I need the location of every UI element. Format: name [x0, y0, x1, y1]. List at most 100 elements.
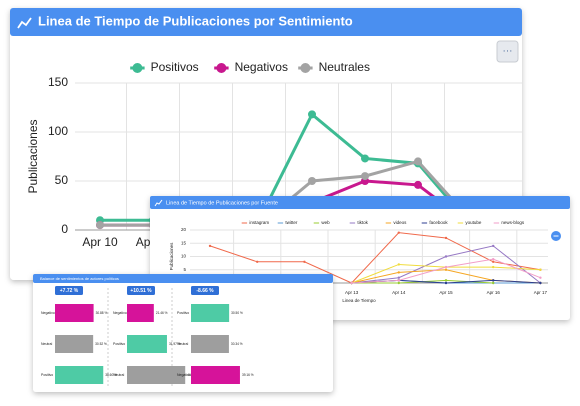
legend-label: facebook: [429, 220, 448, 225]
bar-category: Positivo: [177, 311, 189, 315]
data-point: [397, 281, 400, 285]
bar-value-label: 39.16 %: [242, 373, 254, 377]
bar: [191, 304, 230, 322]
data-point: [492, 257, 495, 261]
legend-label: twitter: [285, 220, 298, 225]
legend-swatch-dot: [216, 63, 227, 73]
panel-balance: Balance de sentimientos de actores polit…: [33, 274, 333, 392]
legend-label: web: [321, 220, 330, 225]
bar: [127, 366, 186, 384]
data-point: [414, 157, 422, 166]
data-point: [397, 263, 400, 266]
legend-label: tiktok: [357, 220, 368, 225]
bar: [127, 304, 154, 322]
bar-value-label: 31.97 %: [169, 342, 181, 346]
bar-category: Negativo: [41, 311, 55, 315]
panel-title: Linea de Tiempo de Publicaciones por Fue…: [166, 200, 278, 206]
bar: [55, 304, 94, 322]
bar-value-label: 30.52 %: [95, 342, 107, 346]
data-point: [444, 236, 448, 240]
panel-header: [10, 8, 522, 36]
legend-swatch-dot: [300, 63, 311, 73]
panel-header: [150, 196, 570, 209]
data-point: [414, 180, 422, 189]
x-tick-label: Apr 13: [345, 290, 359, 295]
panel-title: Balance de sentimientos de actores polit…: [40, 276, 119, 281]
badge: +10.51 %: [130, 288, 152, 294]
x-tick-label: Apr 17: [534, 290, 548, 295]
bar-value-label: 30.34 %: [231, 342, 243, 346]
panel-header: [33, 274, 333, 283]
data-point: [492, 279, 495, 282]
data-point: [444, 279, 448, 282]
legend-label: videos: [393, 220, 407, 225]
data-point: [492, 244, 495, 248]
data-point: [208, 244, 212, 248]
chart-icon: [154, 199, 163, 207]
data-point: [539, 281, 542, 285]
bar-value-label: 21.46 %: [156, 311, 168, 315]
data-point: [444, 265, 448, 269]
bar-category: Neutral: [177, 342, 189, 346]
data-point: [361, 154, 369, 163]
data-point: [444, 281, 448, 285]
bar-value-label: 38.60 %: [105, 373, 117, 377]
menu-dots: ···: [503, 46, 513, 57]
badge-bg: [55, 286, 83, 295]
badge-bg: [191, 286, 219, 295]
bar: [191, 366, 240, 384]
data-point: [397, 231, 400, 234]
bar: [191, 335, 229, 353]
data-point: [303, 260, 306, 263]
bar-category: Positivo: [41, 373, 53, 377]
bar: [55, 366, 104, 384]
y-tick-label: 50: [55, 173, 69, 187]
data-point: [397, 271, 400, 274]
bar: [127, 335, 167, 353]
x-tick-label: Apr 16: [487, 290, 501, 295]
data-point: [308, 110, 316, 119]
y-tick-label: 15: [181, 240, 187, 245]
bar-category: Negativo: [113, 311, 127, 315]
legend-swatch-dot: [132, 63, 143, 73]
data-point: [397, 279, 400, 282]
data-point: [539, 276, 542, 279]
badge: -8.66 %: [196, 288, 214, 294]
data-point: [308, 177, 316, 185]
bar-category: Neutral: [113, 373, 125, 377]
data-point: [539, 268, 542, 271]
data-point: [96, 221, 104, 230]
data-point: [350, 281, 353, 285]
legend-label: Negativos: [235, 60, 288, 74]
legend-label: news-blogs: [501, 220, 525, 225]
bar-category: Positivo: [113, 342, 125, 346]
data-point: [361, 172, 369, 181]
data-point: [444, 255, 448, 258]
series-line: [209, 232, 541, 284]
bar-value-label: 30.88 %: [96, 311, 108, 315]
bar: [55, 335, 94, 353]
x-axis-title: Linea de Tiempo: [342, 298, 376, 303]
y-tick-label: 10: [181, 254, 187, 259]
legend-label: instagram: [249, 220, 269, 225]
bar-category: Neutral: [41, 342, 53, 346]
badge: +7.72 %: [60, 288, 79, 294]
y-tick-label: 0: [61, 222, 68, 236]
y-tick-label: 5: [183, 267, 186, 272]
data-point: [397, 276, 400, 279]
y-tick-label: 20: [181, 227, 187, 232]
y-tick-label: 150: [48, 75, 68, 89]
x-tick-label: Apr 10: [82, 235, 118, 249]
chart-icon: [17, 17, 32, 29]
badge-bg: [127, 286, 155, 295]
data-point: [492, 281, 495, 285]
menu-button[interactable]: [496, 40, 519, 63]
y-axis-title: Publicaciones: [169, 242, 174, 271]
bar-value-label: 30.50 %: [231, 311, 243, 315]
data-point: [492, 260, 495, 263]
data-point: [492, 265, 495, 269]
panel-title: Linea de Tiempo de Publicaciones por Sen…: [38, 13, 353, 28]
bar-category: Negativo: [177, 373, 191, 377]
x-tick-label: Apr 14: [392, 290, 406, 295]
